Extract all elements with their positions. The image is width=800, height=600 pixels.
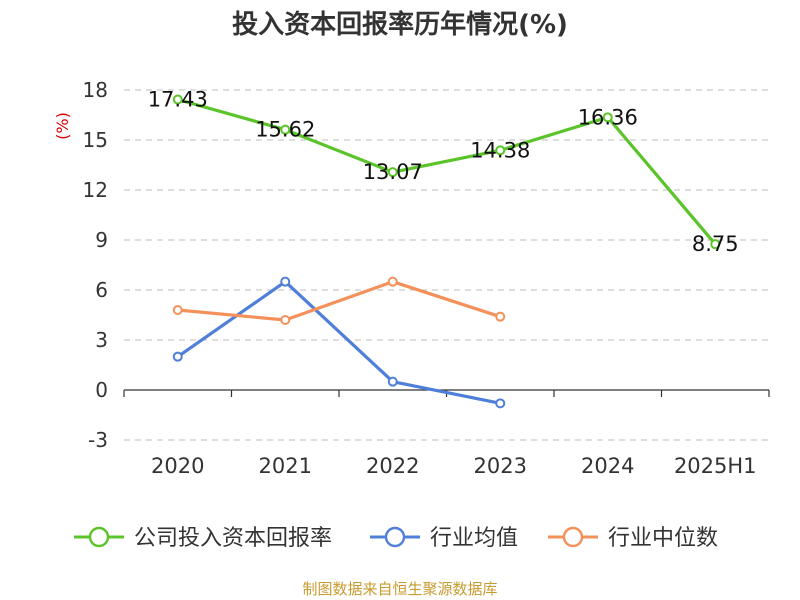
data-point [602,112,613,123]
y-tick-label: 6 [95,278,108,302]
data-point [495,145,506,156]
x-tick-label: 2024 [581,454,634,478]
y-tick-label: 18 [83,78,108,102]
y-axis-unit-label: (%) [53,112,72,140]
legend-marker-2 [562,526,584,548]
data-point [387,376,398,387]
y-tick-label: 15 [83,128,108,152]
series-line-2 [177,280,501,322]
y-tick-label: 3 [95,328,108,352]
series-line-1 [176,280,501,405]
data-label: 8.75 [692,232,739,256]
data-label: 13.07 [363,160,423,184]
chart-title: 投入资本回报率历年情况(%) [232,9,568,40]
data-label: 14.38 [470,138,530,162]
data-label: 15.62 [255,118,315,142]
data-point [280,276,291,287]
data-point [710,239,721,250]
x-tick-label: 2021 [259,454,312,478]
series-line-0 [177,97,717,246]
legend-marker-1 [384,526,406,548]
legend-label-0: 公司投入资本回报率 [134,526,332,551]
data-point [172,351,183,362]
data-point [495,311,506,322]
legend-label-1: 行业均值 [430,526,518,551]
series-layer [172,94,721,409]
legend-marker-0 [88,526,110,548]
legend: 公司投入资本回报率 行业均值 行业中位数 [74,526,718,551]
data-point [172,94,183,105]
data-point [387,276,398,287]
data-label: 16.36 [578,105,638,129]
x-tick-label: 2022 [366,454,419,478]
source-note: 制图数据来自恒生聚源数据库 [302,580,497,598]
data-point [280,315,291,325]
data-label: 17.43 [148,88,208,112]
x-tick-label: 2025H1 [674,454,757,478]
y-tick-label: 12 [83,178,108,202]
data-point [387,167,398,178]
x-tick-label: 2020 [151,454,204,478]
y-tick-label: 9 [95,228,108,252]
legend-label-2: 行业中位数 [608,526,718,551]
data-label-layer: 17.43 15.62 13.07 14.38 16.36 8.75 [148,88,739,257]
data-point [280,124,291,135]
axis-layer: -3 0 3 6 9 12 15 18 2020 2021 2022 2023 2024 2025H1 [83,78,770,478]
grid-layer [124,89,769,441]
x-tick-label: 2023 [474,454,527,478]
data-point [495,398,506,409]
data-point [172,305,183,315]
y-tick-label: -3 [88,428,108,452]
y-tick-label: 0 [95,378,108,402]
